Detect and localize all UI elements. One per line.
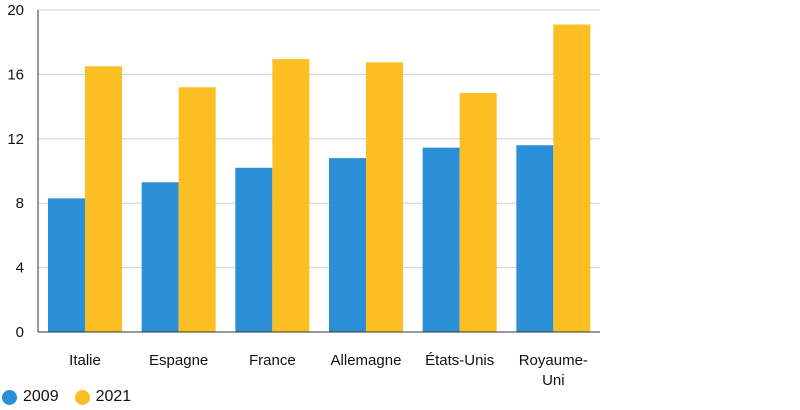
x-tick-label: États-Unis xyxy=(425,352,494,369)
bar-2009-5 xyxy=(516,145,554,332)
legend-swatch-2009 xyxy=(2,389,17,405)
bar-2009-0 xyxy=(48,198,85,332)
x-axis: Italie Espagne France Allemagne États-Unis Ro… xyxy=(38,331,600,389)
legend: 2009 2021 xyxy=(2,388,147,406)
y-axis: 0 4 8 12 16 20 xyxy=(7,2,39,341)
bar-2021-3 xyxy=(366,62,403,332)
bars xyxy=(48,24,591,333)
bar-2021-2 xyxy=(272,59,310,332)
bar-2021-0 xyxy=(85,66,122,332)
bar-2009-1 xyxy=(141,182,179,332)
legend-item-2021: 2021 xyxy=(74,388,132,406)
legend-label-2021: 2021 xyxy=(95,388,132,405)
y-tick-label: 8 xyxy=(16,195,24,212)
x-tick-label: Espagne xyxy=(149,352,208,369)
bar-2021-1 xyxy=(178,87,216,332)
bar-2009-2 xyxy=(235,167,273,332)
y-tick-label: 12 xyxy=(7,131,24,148)
x-tick-label: Royaume- xyxy=(519,352,588,369)
y-tick-label: 16 xyxy=(7,66,24,83)
bar-2021-5 xyxy=(553,24,591,333)
bar-2021-4 xyxy=(459,92,497,332)
bar-2009-4 xyxy=(422,147,460,332)
y-tick-label: 4 xyxy=(16,260,24,277)
x-tick-label: Italie xyxy=(69,352,101,369)
legend-swatch-2021 xyxy=(74,389,90,405)
bar-2009-3 xyxy=(329,158,366,332)
legend-item-2009: 2009 xyxy=(2,388,59,406)
x-tick-label: Allemagne xyxy=(331,352,402,369)
legend-label-2009: 2009 xyxy=(23,388,59,405)
gridlines xyxy=(38,9,600,269)
y-tick-label: 20 xyxy=(7,2,24,19)
x-tick-label: France xyxy=(249,352,296,369)
y-tick-label: 0 xyxy=(16,324,24,341)
x-tick-label: Uni xyxy=(542,372,565,389)
